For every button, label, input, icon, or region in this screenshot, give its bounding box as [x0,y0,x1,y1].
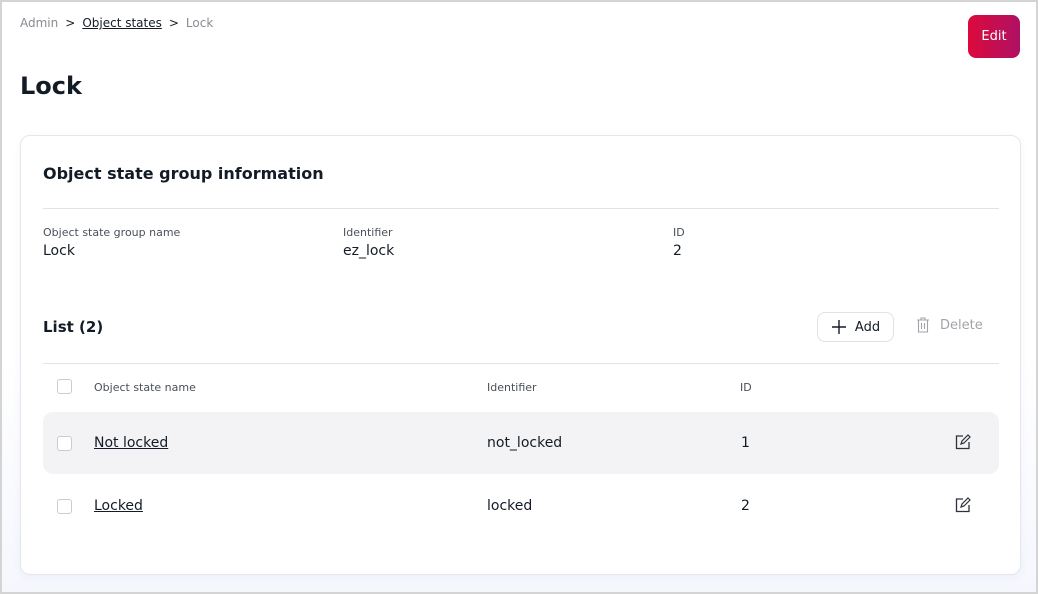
breadcrumb-object-states[interactable]: Object states [82,16,162,30]
column-header-id[interactable]: ID [740,381,752,394]
add-label: Add [854,319,881,335]
breadcrumb-separator: > [65,16,76,30]
edit-icon[interactable] [955,497,971,513]
object-state-link[interactable]: Not locked [94,435,169,451]
id-cell: 2 [741,498,750,514]
object-state-link[interactable]: Locked [94,498,143,514]
select-all-checkbox[interactable] [57,379,72,394]
edit-icon[interactable] [955,434,971,450]
column-header-identifier[interactable]: Identifier [487,381,537,394]
breadcrumb: Admin > Object states > Lock [20,16,213,30]
divider [43,208,999,209]
field-label: Object state group name [43,226,181,239]
delete-label: Delete [940,317,983,333]
divider [43,363,999,364]
identifier-cell: not_locked [487,435,563,451]
breadcrumb-admin[interactable]: Admin [20,16,59,30]
identifier-cell: locked [487,498,533,514]
field-value: ez_lock [343,243,395,259]
plus-icon [831,320,846,334]
object-state-group-card: Object state group information Object st… [20,135,1021,575]
column-header-name[interactable]: Object state name [94,381,196,394]
breadcrumb-separator: > [168,16,179,30]
breadcrumb-current: Lock [185,16,214,30]
id-cell: 1 [741,435,750,451]
row-checkbox[interactable] [57,436,72,451]
list-title: List (2) [43,318,104,336]
field-value: Lock [43,243,75,259]
add-button[interactable]: Add [817,312,894,342]
edit-button[interactable]: Edit [968,15,1020,58]
field-label: Identifier [343,226,393,239]
delete-button[interactable]: Delete [916,317,983,333]
trash-icon [917,317,929,333]
page-title: Lock [20,72,82,100]
row-checkbox[interactable] [57,499,72,514]
table-row: Locked locked 2 [43,475,999,537]
field-value: 2 [673,243,682,259]
field-label: ID [673,226,685,239]
table-row: Not locked not_locked 1 [43,412,999,474]
section-title: Object state group information [43,164,324,183]
